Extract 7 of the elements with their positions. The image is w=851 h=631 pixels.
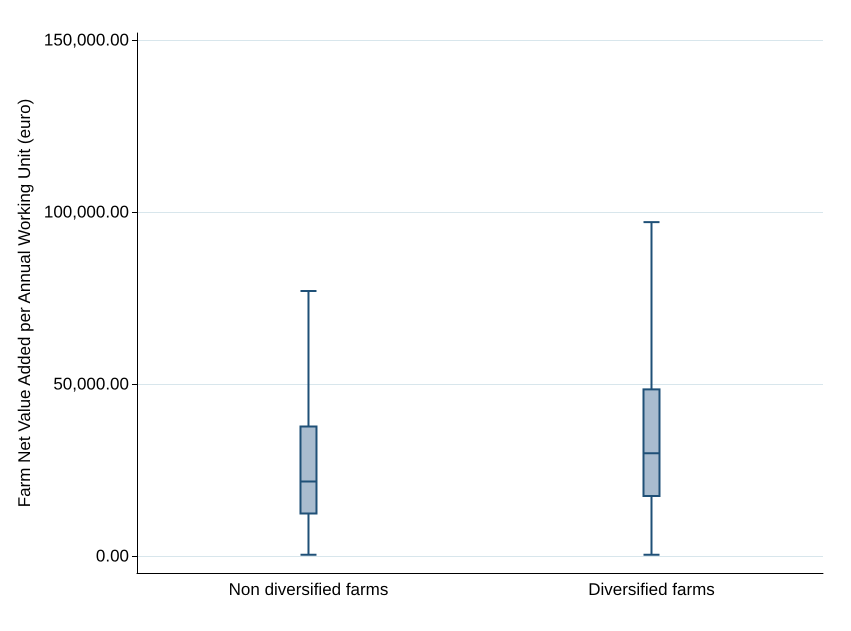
- y-tick-label: 150,000.00: [44, 30, 129, 50]
- x-tick-label: Diversified farms: [588, 580, 715, 599]
- y-axis-title: Farm Net Value Added per Annual Working Unit (euro): [15, 98, 34, 508]
- y-tick-label: 0.00: [96, 546, 129, 566]
- y-tick-label: 100,000.00: [44, 202, 129, 222]
- y-tick-label: 50,000.00: [53, 374, 129, 394]
- x-tick-label: Non diversified farms: [228, 580, 388, 599]
